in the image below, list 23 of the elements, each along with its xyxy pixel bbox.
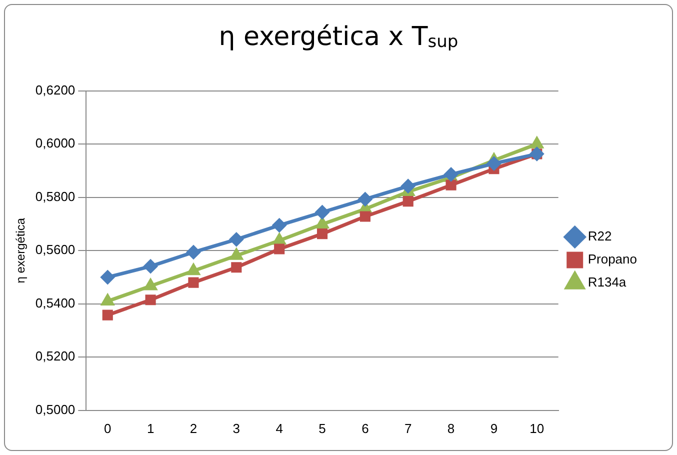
x-tick-label: 6 — [362, 420, 369, 436]
chart-title: η exergética x T$_{sup}$ — [218, 22, 460, 52]
y-tick-label: 0,5400 — [35, 295, 76, 310]
x-tick-label: 0 — [104, 420, 112, 436]
x-tick-label: 8 — [447, 420, 455, 436]
legend-label: Propano — [588, 252, 638, 267]
legend-label: R134a — [588, 274, 627, 290]
x-tick-label: 7 — [404, 420, 412, 436]
legend-label: R22 — [588, 228, 612, 244]
x-tick-label: 5 — [318, 420, 326, 436]
x-tick-label: 3 — [232, 420, 240, 436]
y-axis-title: η exergética — [14, 218, 28, 284]
y-tick-label: 0,6200 — [35, 82, 76, 98]
x-tick-label: 4 — [276, 420, 283, 436]
y-tick-label: 0,5600 — [35, 242, 76, 258]
y-tick-label: 0,5000 — [35, 402, 76, 417]
x-tick-label: 2 — [190, 420, 198, 436]
y-tick-label: 0,5800 — [35, 188, 76, 204]
x-tick-label: 9 — [490, 420, 498, 436]
y-tick-label: 0,6000 — [35, 136, 76, 151]
x-tick-label: 10 — [530, 420, 544, 436]
y-tick-label: 0,5200 — [35, 348, 76, 364]
x-tick-label: 1 — [146, 420, 154, 436]
